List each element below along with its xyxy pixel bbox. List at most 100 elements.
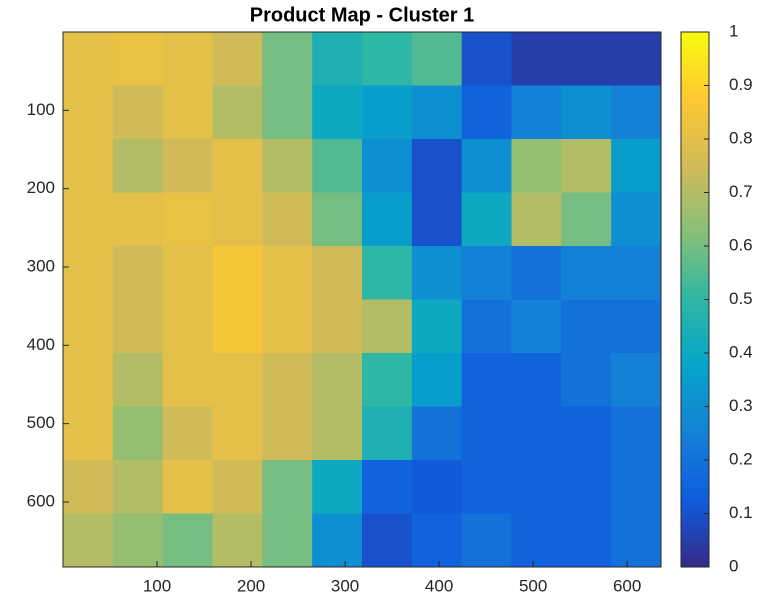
heat-cell: [63, 246, 114, 300]
colorbar-tick-label: 0.8: [729, 128, 753, 147]
heat-cell: [312, 85, 363, 140]
x-tick-label: 100: [143, 576, 171, 595]
heat-cell: [212, 32, 263, 86]
y-tick-label: 200: [27, 178, 55, 197]
heat-cell: [511, 246, 562, 300]
colorbar-tick-label: 0.2: [729, 449, 753, 468]
heat-cell: [112, 246, 164, 300]
heat-cell: [212, 139, 263, 193]
y-tick-label: 300: [27, 256, 55, 275]
heat-cell: [312, 460, 363, 514]
heat-cell: [411, 406, 463, 461]
heat-cell: [561, 353, 612, 407]
y-tick-label: 600: [27, 491, 55, 510]
heat-cell: [362, 353, 413, 407]
heat-cell: [63, 460, 114, 514]
colorbar-tick-label: 0.7: [729, 182, 753, 201]
heat-cell: [63, 406, 114, 461]
heat-cell: [611, 139, 662, 193]
heat-cell: [262, 139, 313, 193]
heat-cell: [112, 139, 164, 193]
heat-cell: [362, 406, 413, 461]
heat-cell: [362, 460, 413, 514]
heat-cell: [212, 192, 263, 247]
heat-cell: [411, 353, 463, 407]
heat-cell: [362, 513, 413, 568]
heat-cell: [561, 406, 612, 461]
heat-cell: [611, 460, 662, 514]
heat-cell: [511, 353, 562, 407]
heat-cell: [112, 32, 164, 86]
colorbar-tick-label: 0.1: [729, 503, 753, 522]
heat-cell: [162, 406, 213, 461]
x-tick-label: 200: [237, 576, 265, 595]
heat-cell: [561, 513, 612, 568]
heat-cell: [63, 85, 114, 140]
heat-cell: [411, 460, 463, 514]
heat-cell: [212, 460, 263, 514]
heat-cell: [112, 299, 164, 354]
heat-cell: [511, 192, 562, 247]
heat-cell: [112, 406, 164, 461]
heat-cell: [611, 32, 662, 86]
heat-cell: [162, 460, 213, 514]
x-tick-label: 500: [519, 576, 547, 595]
heat-cell: [162, 246, 213, 300]
heat-cell: [63, 353, 114, 407]
heat-cell: [411, 139, 463, 193]
heat-cell: [262, 246, 313, 300]
heat-cell: [362, 85, 413, 140]
heat-cell: [63, 513, 114, 568]
heat-cell: [63, 299, 114, 354]
heat-cell: [611, 246, 662, 300]
heat-cell: [312, 139, 363, 193]
heat-cell: [461, 85, 512, 140]
heat-cell: [461, 353, 512, 407]
heat-cell: [162, 85, 213, 140]
heat-cell: [162, 139, 213, 193]
heat-cell: [411, 513, 463, 568]
heat-cell: [312, 192, 363, 247]
heat-cell: [312, 246, 363, 300]
colorbar-tick-label: 0: [729, 556, 738, 575]
heat-cell: [362, 299, 413, 354]
heat-cell: [511, 85, 562, 140]
heat-cell: [312, 299, 363, 354]
heat-cell: [511, 406, 562, 461]
heat-cell: [511, 32, 562, 86]
heat-cell: [611, 192, 662, 247]
heat-cell: [611, 513, 662, 568]
heat-cell: [611, 85, 662, 140]
heat-cell: [511, 460, 562, 514]
heat-cell: [461, 32, 512, 86]
heat-cell: [312, 513, 363, 568]
heat-cell: [611, 299, 662, 354]
heat-cell: [561, 299, 612, 354]
heat-cell: [411, 299, 463, 354]
heat-cell: [461, 299, 512, 354]
heat-cell: [212, 513, 263, 568]
heat-cell: [312, 32, 363, 86]
heat-cell: [262, 406, 313, 461]
heat-cell: [63, 192, 114, 247]
heat-cell: [362, 32, 413, 86]
heat-cell: [461, 513, 512, 568]
heat-cell: [611, 406, 662, 461]
heat-cell: [262, 85, 313, 140]
x-tick-label: 400: [425, 576, 453, 595]
x-tick-label: 300: [331, 576, 359, 595]
x-tick-label: 600: [613, 576, 641, 595]
y-tick-label: 100: [27, 100, 55, 119]
heat-cell: [112, 192, 164, 247]
heat-cell: [511, 299, 562, 354]
heat-cell: [112, 85, 164, 140]
heat-cell: [162, 513, 213, 568]
heat-cell: [461, 406, 512, 461]
heat-cell: [511, 513, 562, 568]
heat-cell: [312, 353, 363, 407]
heat-cell: [411, 246, 463, 300]
heat-cell: [212, 299, 263, 354]
heat-cell: [63, 139, 114, 193]
colorbar-tick-label: 0.6: [729, 235, 753, 254]
